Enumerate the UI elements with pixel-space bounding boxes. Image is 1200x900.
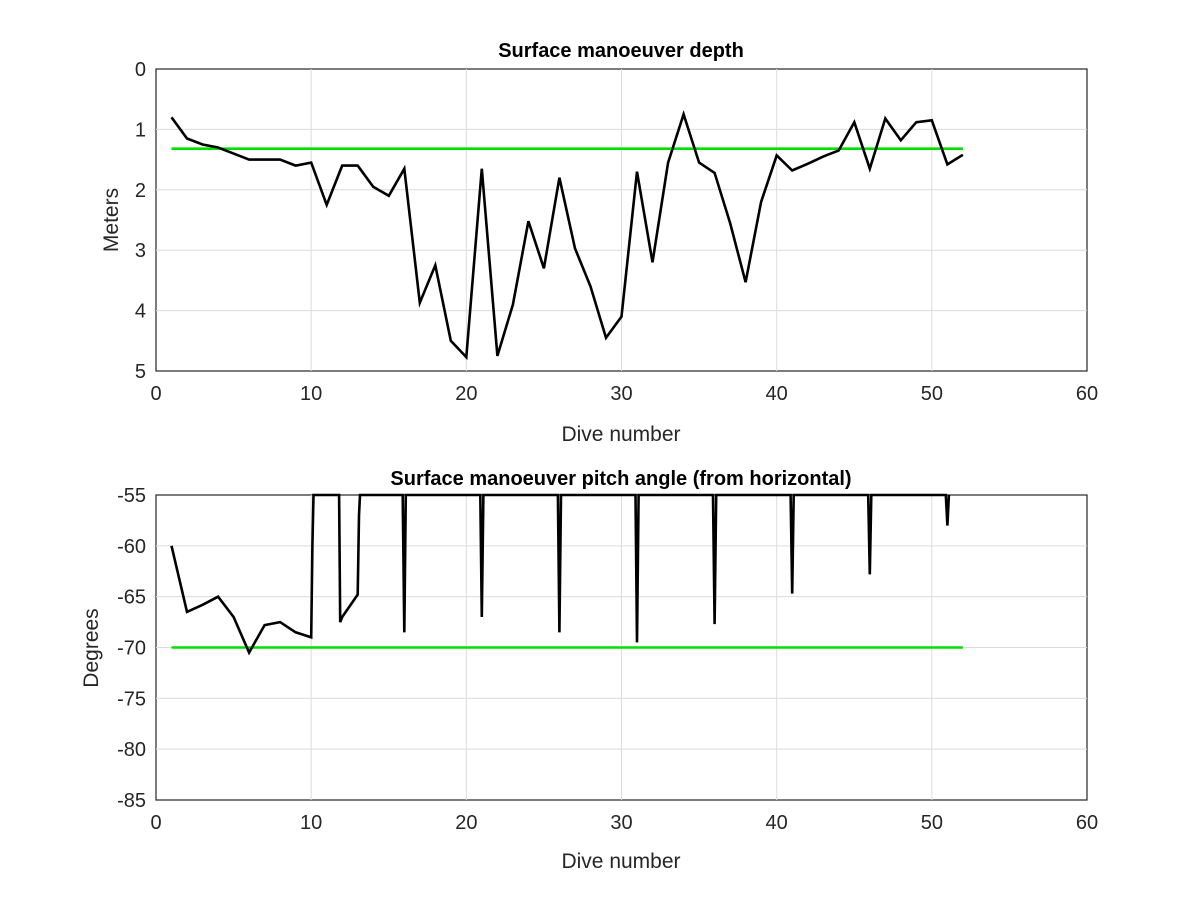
pitch-y-tick-label: -55 bbox=[117, 485, 146, 507]
depth-x-tick-label: 30 bbox=[610, 383, 632, 405]
depth-x-tick-label: 20 bbox=[455, 383, 477, 405]
depth-y-tick-label: 4 bbox=[135, 301, 146, 323]
depth-y-tick-label: 5 bbox=[135, 361, 146, 383]
pitch-y-tick-label: -85 bbox=[117, 790, 146, 812]
depth-y-tick-label: 0 bbox=[135, 59, 146, 81]
pitch-x-axis-label: Dive number bbox=[561, 850, 680, 873]
depth-x-tick-labels: 0 10 20 30 40 50 60 bbox=[150, 383, 1098, 405]
pitch-x-tick-label: 0 bbox=[150, 812, 161, 834]
pitch-x-tick-label: 40 bbox=[766, 812, 788, 834]
depth-panel: 0 10 20 30 40 50 60 0 1 2 3 4 5 Surface manoeuver d… bbox=[100, 40, 1098, 446]
pitch-panel: 0 10 20 30 40 50 60 -55 -60 -65 -70 -75 -80 -85 Surf… bbox=[80, 468, 1098, 873]
depth-x-tick-label: 10 bbox=[300, 383, 322, 405]
pitch-y-tick-label: -75 bbox=[117, 688, 146, 710]
depth-y-tick-label: 3 bbox=[135, 240, 146, 262]
pitch-x-tick-label: 10 bbox=[300, 812, 322, 834]
pitch-y-tick-labels: -55 -60 -65 -70 -75 -80 -85 bbox=[117, 485, 146, 812]
pitch-y-tick-label: -70 bbox=[117, 638, 146, 660]
depth-y-tick-label: 1 bbox=[135, 119, 146, 141]
pitch-x-tick-label: 30 bbox=[610, 812, 632, 834]
pitch-series-line bbox=[170, 493, 951, 656]
pitch-chart-title: Surface manoeuver pitch angle (from hori… bbox=[390, 468, 851, 490]
depth-chart-title: Surface manoeuver depth bbox=[498, 40, 744, 62]
depth-x-tick-label: 40 bbox=[766, 383, 788, 405]
pitch-x-tick-label: 20 bbox=[455, 812, 477, 834]
depth-y-tick-labels: 0 1 2 3 4 5 bbox=[135, 59, 146, 383]
pitch-y-tick-label: -65 bbox=[117, 587, 146, 609]
depth-y-axis-label: Meters bbox=[100, 188, 123, 252]
depth-x-tick-label: 0 bbox=[150, 383, 161, 405]
pitch-y-axis-label: Degrees bbox=[80, 608, 103, 687]
depth-x-tick-label: 60 bbox=[1076, 383, 1098, 405]
depth-x-axis-label: Dive number bbox=[561, 423, 680, 446]
depth-y-tick-label: 2 bbox=[135, 180, 146, 202]
pitch-y-tick-label: -80 bbox=[117, 739, 146, 761]
pitch-y-tick-label: -60 bbox=[117, 536, 146, 558]
pitch-x-tick-label: 60 bbox=[1076, 812, 1098, 834]
pitch-x-tick-labels: 0 10 20 30 40 50 60 bbox=[150, 812, 1098, 834]
depth-x-tick-label: 50 bbox=[921, 383, 943, 405]
depth-series-line bbox=[170, 110, 964, 361]
pitch-x-tick-label: 50 bbox=[921, 812, 943, 834]
